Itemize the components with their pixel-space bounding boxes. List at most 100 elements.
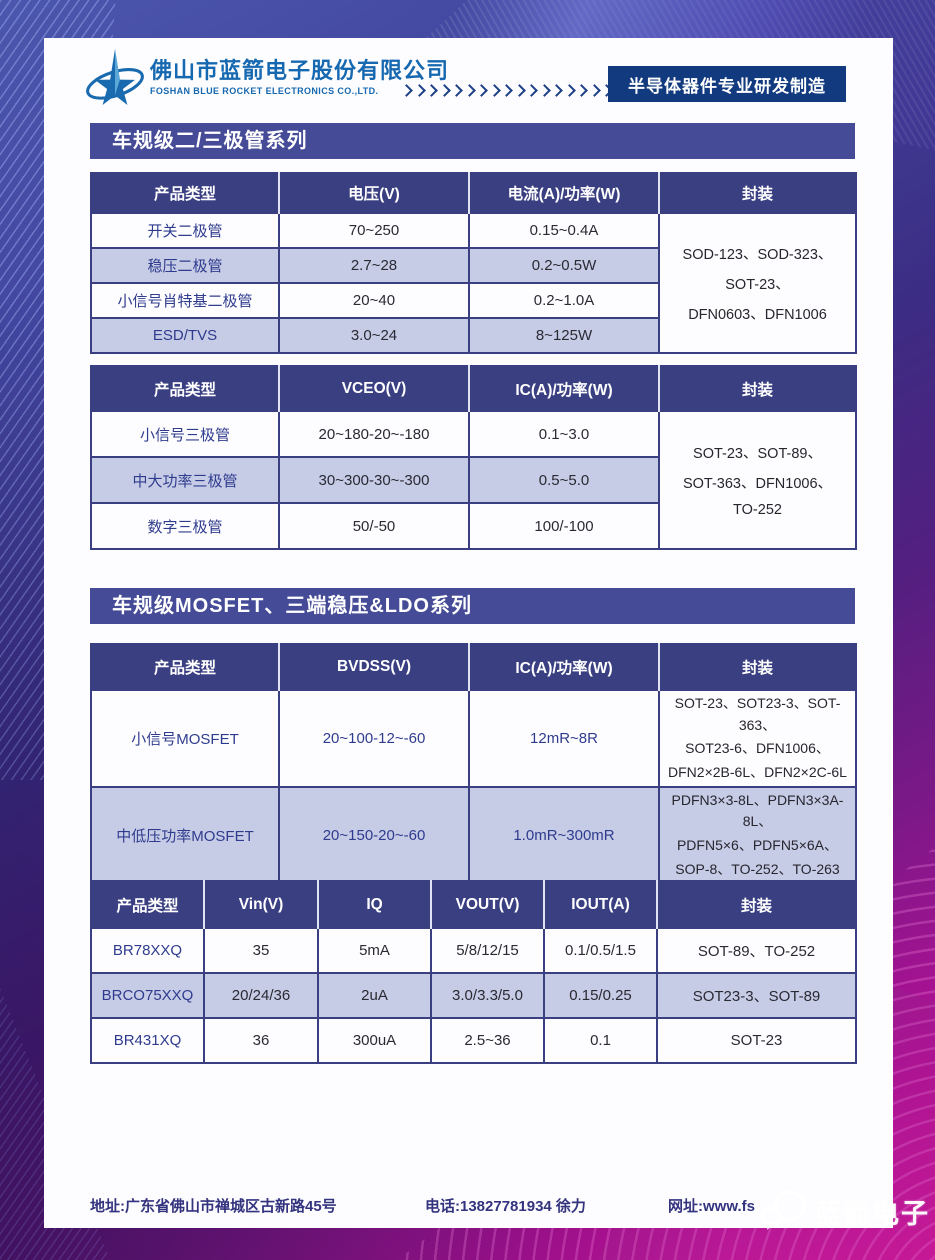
column-header: IOUT(A): [544, 881, 658, 928]
table-row: 数字三极管 50/-50 100/-100: [90, 502, 856, 550]
product-type-cell: 小信号肖特基二极管: [90, 282, 280, 319]
package-line: SOD-123、SOD-323、: [682, 246, 833, 263]
product-type-cell: 开关二极管: [90, 212, 280, 249]
product-type-cell: 稳压二极管: [90, 247, 280, 284]
vin-cell: 36: [203, 1017, 319, 1064]
column-header: IQ: [318, 881, 432, 928]
product-type-cell: BR431XQ: [90, 1017, 205, 1064]
table-row: 开关二极管 70~250 0.15~0.4A SOD-123、SOD-323、 …: [90, 212, 857, 354]
footer-phone: 电话:13827781934 徐力: [425, 1198, 586, 1215]
table-row: 中大功率三极管 30~300-30~-300 0.5~5.0: [90, 456, 856, 504]
company-name-english: FOSHAN BLUE ROCKET ELECTRONICS CO.,LTD.: [150, 86, 379, 97]
chevron-right-icon: [437, 84, 451, 97]
table-row: BR431XQ 36 300uA 2.5~36 0.1 SOT-23: [90, 1017, 857, 1064]
watermark-text: 蓝箭电子: [814, 1198, 930, 1229]
package-line: SOT-23、SOT-89、: [693, 446, 822, 462]
package-line: SOP-8、TO-252、TO-263: [675, 860, 840, 877]
ldo-spec-table: 产品类型 Vin(V) IQ VOUT(V) IOUT(A) 封装 BR78XX…: [90, 880, 857, 1064]
column-header: 电流(A)/功率(W): [469, 173, 660, 213]
column-header: 产品类型: [91, 881, 205, 928]
table-row: 稳压二极管 2.7~28 0.2~0.5W: [90, 247, 856, 284]
vout-cell: 3.0/3.3/5.0: [430, 972, 545, 1019]
current-power-cell: 0.2~1.0A: [468, 282, 660, 319]
table-row: 中低压功率MOSFET 20~150-20~-60 1.0mR~300mR PD…: [90, 785, 857, 885]
transistor-spec-table: 产品类型 VCEO(V) IC(A)/功率(W) 封装 小信号三极管 20~18…: [90, 365, 857, 550]
company-name: 佛山市蓝箭电子股份有限公司: [150, 58, 450, 83]
product-type-cell: 小信号三极管: [90, 410, 280, 458]
voltage-cell: 3.0~24: [278, 317, 470, 354]
chevron-right-icon: [487, 84, 501, 97]
package-line: DFN0603、DFN1006: [688, 306, 827, 323]
column-header: VOUT(V): [431, 881, 545, 928]
package-line: SOT23-6、DFN1006、: [685, 740, 830, 757]
chat-bubbles-logo-icon: [761, 1190, 806, 1230]
section-title-diode-transistor: 车规级二/三极管系列: [90, 123, 855, 159]
column-header: 封装: [659, 366, 857, 411]
brand-text-block: 佛山市蓝箭电子股份有限公司 FOSHAN BLUE ROCKET ELECTRO…: [150, 58, 449, 97]
chevron-right-icon: [475, 84, 488, 97]
product-type-cell: BR78XXQ: [90, 927, 205, 974]
ic-power-cell: 100/-100: [468, 502, 660, 550]
package-cell: SOT-23: [656, 1017, 857, 1064]
package-cell: SOT-23、SOT23-3、SOT-363、 SOT23-6、DFN1006、…: [658, 689, 857, 788]
chevron-right-icon: [562, 84, 576, 97]
chevron-right-icon: [587, 84, 601, 97]
vout-cell: 5/8/12/15: [430, 927, 545, 974]
product-type-cell: 数字三极管: [90, 502, 280, 550]
column-header: 产品类型: [91, 173, 280, 213]
voltage-cell: 20~40: [278, 282, 470, 319]
product-type-cell: BRCO75XXQ: [90, 972, 205, 1019]
vin-cell: 35: [203, 927, 319, 974]
column-header: VCEO(V): [279, 366, 470, 411]
chevron-right-icon: [450, 84, 463, 97]
vceo-cell: 20~180-20~-180: [278, 410, 470, 458]
column-header: 封装: [657, 881, 857, 928]
table-row: 小信号肖特基二极管 20~40 0.2~1.0A: [90, 282, 856, 319]
chevron-right-icon: [412, 84, 426, 97]
chevron-right-icon: [537, 84, 551, 97]
iout-cell: 0.15/0.25: [543, 972, 658, 1019]
package-cell: SOT23-3、SOT-89: [656, 972, 857, 1019]
voltage-cell: 70~250: [278, 212, 470, 249]
table-row: 小信号MOSFET 20~100-12~-60 12mR~8R SOT-23、S…: [90, 689, 857, 788]
chevron-right-icon: [525, 84, 538, 97]
footer-website: 网址:www.fs: [668, 1198, 755, 1215]
column-header: BVDSS(V): [279, 644, 470, 690]
iout-cell: 0.1/0.5/1.5: [543, 927, 658, 974]
ic-power-cell: 0.5~5.0: [468, 456, 660, 504]
bvdss-cell: 20~150-20~-60: [278, 785, 470, 885]
tagline-badge: 半导体器件专业研发制造: [608, 66, 846, 102]
column-header: 封装: [659, 173, 857, 213]
ic-power-cell: 12mR~8R: [468, 689, 660, 788]
package-cell: SOT-89、TO-252: [656, 927, 857, 974]
product-type-cell: 中低压功率MOSFET: [90, 785, 280, 885]
voltage-cell: 2.7~28: [278, 247, 470, 284]
column-header: Vin(V): [204, 881, 319, 928]
product-type-cell: 中大功率三极管: [90, 456, 280, 504]
ic-power-cell: 0.1~3.0: [468, 410, 660, 458]
package-line: TO-252: [733, 502, 782, 518]
chevron-right-icon: [500, 84, 513, 97]
chevron-right-icon: [400, 84, 413, 97]
package-cell: PDFN3×3-8L、PDFN3×3A-8L、 PDFN5×6、PDFN5×6A…: [658, 785, 857, 885]
column-header: 封装: [659, 644, 857, 690]
table-row: BR78XXQ 35 5mA 5/8/12/15 0.1/0.5/1.5 SOT…: [90, 927, 857, 974]
product-type-cell: 小信号MOSFET: [90, 689, 280, 788]
package-line: PDFN5×6、PDFN5×6A、: [676, 837, 839, 854]
vout-cell: 2.5~36: [430, 1017, 545, 1064]
current-power-cell: 0.2~0.5W: [468, 247, 660, 284]
column-header: 电压(V): [279, 173, 470, 213]
current-power-cell: 0.15~0.4A: [468, 212, 660, 249]
section-title-mosfet-ldo: 车规级MOSFET、三端稳压&LDO系列: [90, 588, 855, 624]
column-header: IC(A)/功率(W): [469, 366, 660, 411]
package-line: SOT-363、DFN1006、: [682, 476, 833, 492]
mosfet-spec-table: 产品类型 BVDSS(V) IC(A)/功率(W) 封装 小信号MOSFET 2…: [90, 643, 857, 885]
watermark: 蓝箭电子: [758, 1186, 930, 1236]
chevron-right-icon: [462, 84, 476, 97]
product-type-cell: ESD/TVS: [90, 317, 280, 354]
iq-cell: 2uA: [317, 972, 432, 1019]
iq-cell: 5mA: [317, 927, 432, 974]
table-header-row: 产品类型 Vin(V) IQ VOUT(V) IOUT(A) 封装: [91, 881, 857, 928]
vceo-cell: 50/-50: [278, 502, 470, 550]
